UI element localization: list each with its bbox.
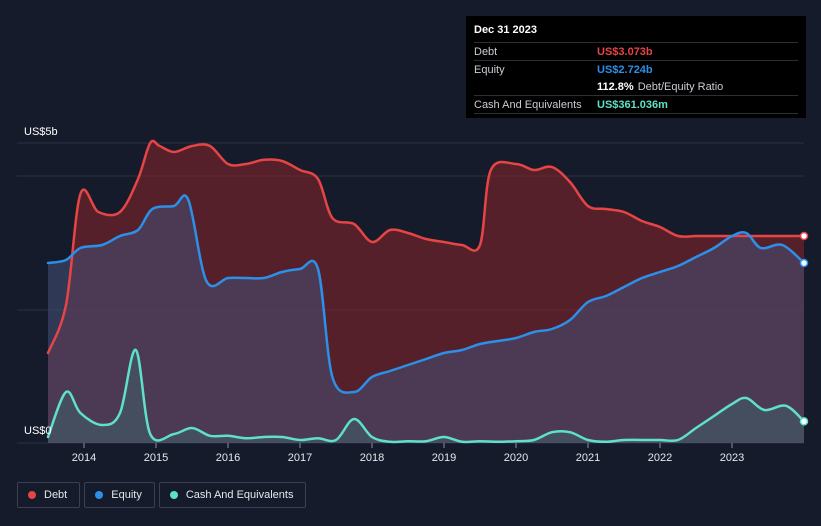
x-tick-label-2018: 2018 (360, 452, 384, 464)
tooltip-row-cash: Cash And Equivalents US$361.036m (474, 95, 798, 114)
cash-line (46, 348, 806, 444)
legend-item-equity[interactable]: Equity (84, 482, 155, 508)
legend-equity-label: Equity (111, 489, 142, 501)
tooltip-row-ratio: 112.8% Debt/Equity Ratio (474, 78, 798, 95)
x-tick-label-2014: 2014 (72, 452, 96, 464)
x-axis-ticks: 2014 2015 2016 2017 2018 2019 2020 2021 2022 2023 (72, 443, 744, 464)
chart-legend: Debt Equity Cash And Equivalents (17, 482, 310, 510)
tooltip-row-equity: Equity US$2.724b (474, 60, 798, 78)
debt-end-marker (799, 231, 809, 241)
cash-area (48, 349, 804, 443)
cash-dot-icon (169, 491, 178, 499)
tooltip-debt-label: Debt (474, 46, 498, 58)
tooltip-equity-label: Equity (474, 64, 505, 76)
cash-end-marker (799, 417, 809, 426)
y-tick-label-zero: US$0 (24, 425, 52, 437)
legend-cash-label: Cash And Equivalents (185, 489, 294, 501)
equity-line (46, 194, 806, 394)
x-tick-label-2017: 2017 (288, 452, 312, 464)
legend-item-debt[interactable]: Debt (17, 482, 81, 508)
tooltip-debt-value: US$3.073b (597, 46, 653, 58)
debt-dot-icon (28, 491, 36, 499)
x-tick-label-2019: 2019 (432, 452, 456, 464)
tooltip-cash-value: US$361.036m (597, 99, 668, 111)
tooltip-row-debt: Debt US$3.073b (474, 42, 798, 60)
tooltip-equity-value: US$2.724b (597, 64, 653, 76)
x-tick-label-2022: 2022 (648, 452, 672, 464)
legend-debt-label: Debt (44, 489, 68, 501)
tooltip-ratio-label: Debt/Equity Ratio (637, 81, 724, 93)
equity-dot-icon (95, 491, 104, 499)
end-markers (799, 231, 809, 426)
data-tooltip: Dec 31 2023 Debt US$3.073b Equity US$2.7… (466, 16, 806, 118)
x-tick-label-2016: 2016 (216, 452, 240, 464)
legend-item-cash[interactable]: Cash And Equivalents (158, 482, 307, 508)
series-areas (48, 140, 804, 443)
tooltip-ratio-value: 112.8% (597, 81, 634, 93)
x-tick-label-2020: 2020 (504, 452, 528, 464)
debt-line (46, 139, 806, 355)
y-tick-label-max: US$5b (24, 126, 58, 138)
series-lines (46, 139, 806, 444)
equity-end-marker (799, 258, 809, 268)
x-tick-label-2015: 2015 (144, 452, 168, 464)
equity-area (48, 195, 804, 443)
tooltip-ratio: 112.8% Debt/Equity Ratio (597, 79, 723, 95)
x-tick-label-2021: 2021 (576, 452, 600, 464)
tooltip-cash-label: Cash And Equivalents (474, 99, 582, 111)
tooltip-date: Dec 31 2023 (474, 24, 537, 36)
tooltip-ratio-spacer (474, 79, 597, 95)
x-tick-label-2023: 2023 (720, 452, 744, 464)
